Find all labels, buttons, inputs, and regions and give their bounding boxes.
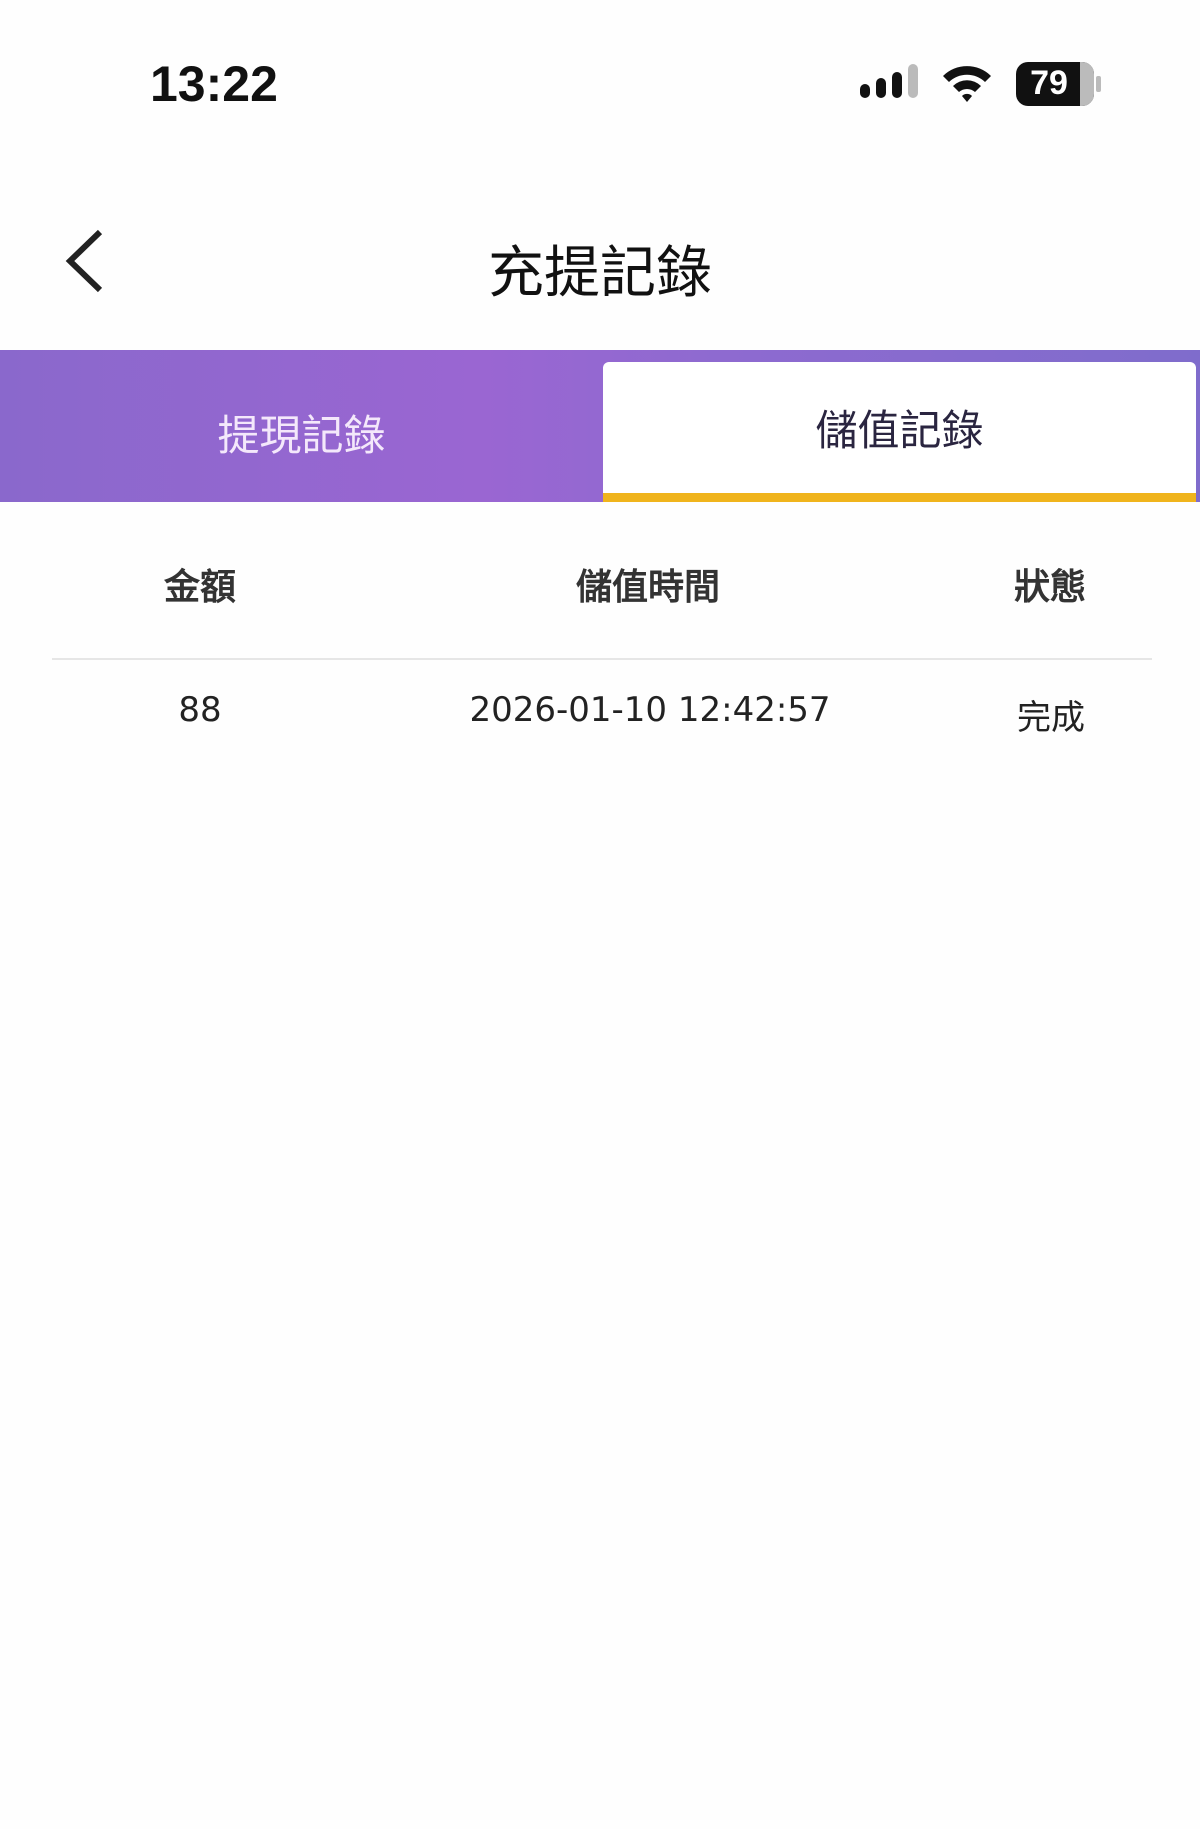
status-time: 13:22 [150,56,278,112]
cell-status: 完成 [1017,698,1085,738]
divider [52,658,1152,660]
signal-icon [860,64,918,98]
tab-withdraw-records[interactable]: 提現記錄 [217,410,386,460]
cell-time: 2026-01-10 12:42:57 [469,690,831,730]
column-header-time: 儲值時間 [575,567,721,608]
battery-icon: 79 [1016,62,1102,106]
battery-level: 79 [1030,64,1068,102]
column-header-status: 狀態 [1013,567,1087,608]
column-header-amount: 金額 [163,567,237,608]
tab-bar: 提現記錄 儲值記錄 [0,350,1200,502]
cell-amount: 88 [178,690,222,730]
page-title: 充提記錄 [488,241,712,306]
tab-deposit-records[interactable]: 儲值記錄 [603,362,1196,502]
wifi-icon [943,66,991,102]
chevron-left-icon[interactable] [62,228,110,294]
